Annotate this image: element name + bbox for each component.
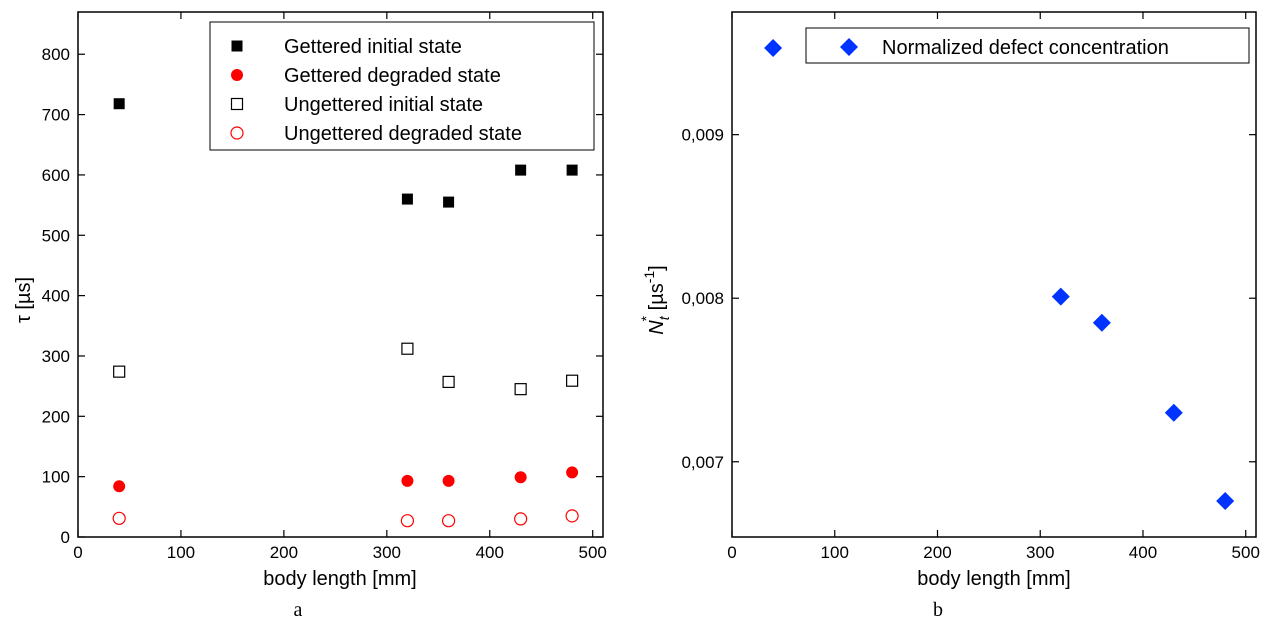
x-tick-label: 100 xyxy=(167,543,195,562)
panel-a-legend: Gettered initial state Gettered degraded … xyxy=(209,21,595,151)
x-tick-label: 500 xyxy=(579,543,607,562)
legend-label: Ungettered initial state xyxy=(284,94,483,116)
panel-b-plot-frame xyxy=(731,11,1257,538)
y-tick-label: 0,008 xyxy=(681,289,724,308)
y-tick-label: 100 xyxy=(42,468,70,487)
data-point xyxy=(113,365,126,378)
data-point xyxy=(1164,403,1183,422)
data-point xyxy=(442,375,455,389)
x-tick-label: 400 xyxy=(476,543,504,562)
x-tick-label: 500 xyxy=(1232,543,1260,562)
legend-marker xyxy=(230,97,244,111)
panel-b-ylabel-unit-sup: -1 xyxy=(641,271,657,284)
legend-marker xyxy=(231,40,243,52)
panel-a-legend-box xyxy=(209,21,595,151)
y-tick-label: 300 xyxy=(42,347,70,366)
panel-b-x-axis-title: body length [mm] xyxy=(917,568,1070,590)
y-tick-label: 700 xyxy=(42,106,70,125)
legend-label: Gettered initial state xyxy=(284,36,462,58)
y-tick-label: 0,007 xyxy=(681,453,724,472)
panel-a-plot-frame xyxy=(77,11,604,538)
data-point xyxy=(1051,287,1070,306)
data-point xyxy=(515,164,527,176)
x-tick-label: 0 xyxy=(73,543,82,562)
panel-a-x-axis-title: body length [mm] xyxy=(263,568,416,590)
data-point xyxy=(400,514,415,528)
y-tick-label: 0 xyxy=(61,528,70,547)
panel-a-letter: a xyxy=(294,599,303,621)
legend-label: Normalized defect concentration xyxy=(882,37,1169,59)
legend-marker xyxy=(231,69,243,81)
x-tick-label: 300 xyxy=(1026,543,1054,562)
x-tick-label: 300 xyxy=(373,543,401,562)
data-point xyxy=(401,342,414,355)
x-tick-label: 200 xyxy=(923,543,951,562)
data-point xyxy=(401,474,414,487)
panel-b-ylabel-sup: * xyxy=(638,315,654,321)
data-point xyxy=(443,196,455,208)
panel-a-y-axis-title: τ [µs] xyxy=(13,277,35,323)
panel-a-data-marks xyxy=(112,98,579,528)
data-point xyxy=(566,466,579,479)
y-tick-label: 500 xyxy=(42,226,70,245)
panel-a-chart: 0 100 200 300 400 500 0 100 200 300 400 500 600 700 80… xyxy=(13,11,607,621)
panel-b-legend: Normalized defect concentration xyxy=(805,27,1250,64)
data-point xyxy=(442,474,455,487)
data-point xyxy=(113,480,126,493)
data-point xyxy=(565,509,579,523)
data-point xyxy=(1092,313,1111,332)
y-tick-label: 200 xyxy=(42,407,70,426)
data-point xyxy=(514,383,527,396)
x-tick-label: 100 xyxy=(821,543,849,562)
data-point xyxy=(441,514,456,528)
panel-b-ylabel-sub: t xyxy=(656,315,672,320)
svg-text:Nt* [µs-1]: Nt* [µs-1] xyxy=(638,265,672,334)
legend-marker xyxy=(230,126,244,140)
panel-b-chart: 0 100 200 300 400 500 0,007 0,008 0,009 Normaliz… xyxy=(638,11,1260,621)
data-point xyxy=(401,193,413,205)
x-tick-label: 0 xyxy=(727,543,736,562)
y-tick-label: 400 xyxy=(42,287,70,306)
y-tick-label: 800 xyxy=(42,45,70,64)
data-point xyxy=(566,374,579,387)
data-point xyxy=(514,471,527,484)
panel-b-legend-box xyxy=(805,27,1250,64)
x-tick-label: 200 xyxy=(270,543,298,562)
panel-a-axis-ticks: 0 100 200 300 400 500 0 100 200 300 400 500 600 700 80… xyxy=(42,12,607,562)
x-tick-label: 400 xyxy=(1129,543,1157,562)
data-point xyxy=(1216,492,1235,511)
y-tick-label: 0,009 xyxy=(681,126,724,145)
data-point xyxy=(112,511,126,525)
legend-label: Gettered degraded state xyxy=(284,65,501,87)
panel-b-y-axis-title: Nt* [µs-1] xyxy=(638,265,672,334)
data-point xyxy=(113,98,125,110)
panel-b-ylabel-unit-close: ] xyxy=(646,265,668,271)
panel-b-data-marks xyxy=(764,38,1235,511)
panel-b-axis-ticks: 0 100 200 300 400 500 0,007 0,008 0,009 xyxy=(681,12,1260,562)
data-point xyxy=(764,38,783,57)
panel-b-ylabel-main: N xyxy=(646,320,668,335)
data-point xyxy=(514,512,528,526)
legend-label: Ungettered degraded state xyxy=(284,123,522,145)
legend-marker xyxy=(840,38,858,56)
panel-b-ylabel-unit-open: [µs xyxy=(646,283,668,316)
panel-b-letter: b xyxy=(933,599,943,621)
data-point xyxy=(566,164,578,176)
y-tick-label: 600 xyxy=(42,166,70,185)
